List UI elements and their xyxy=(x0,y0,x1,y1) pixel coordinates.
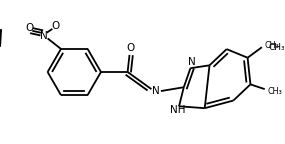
Text: CH₃: CH₃ xyxy=(265,41,280,50)
Text: NH: NH xyxy=(170,105,185,115)
Text: CH₃: CH₃ xyxy=(268,43,285,52)
Text: N: N xyxy=(188,57,196,67)
Text: O: O xyxy=(126,43,135,53)
Text: O: O xyxy=(51,21,59,31)
Text: O: O xyxy=(25,23,34,33)
Text: N: N xyxy=(40,31,48,41)
Text: N: N xyxy=(152,86,160,96)
Text: CH₃: CH₃ xyxy=(268,87,282,96)
